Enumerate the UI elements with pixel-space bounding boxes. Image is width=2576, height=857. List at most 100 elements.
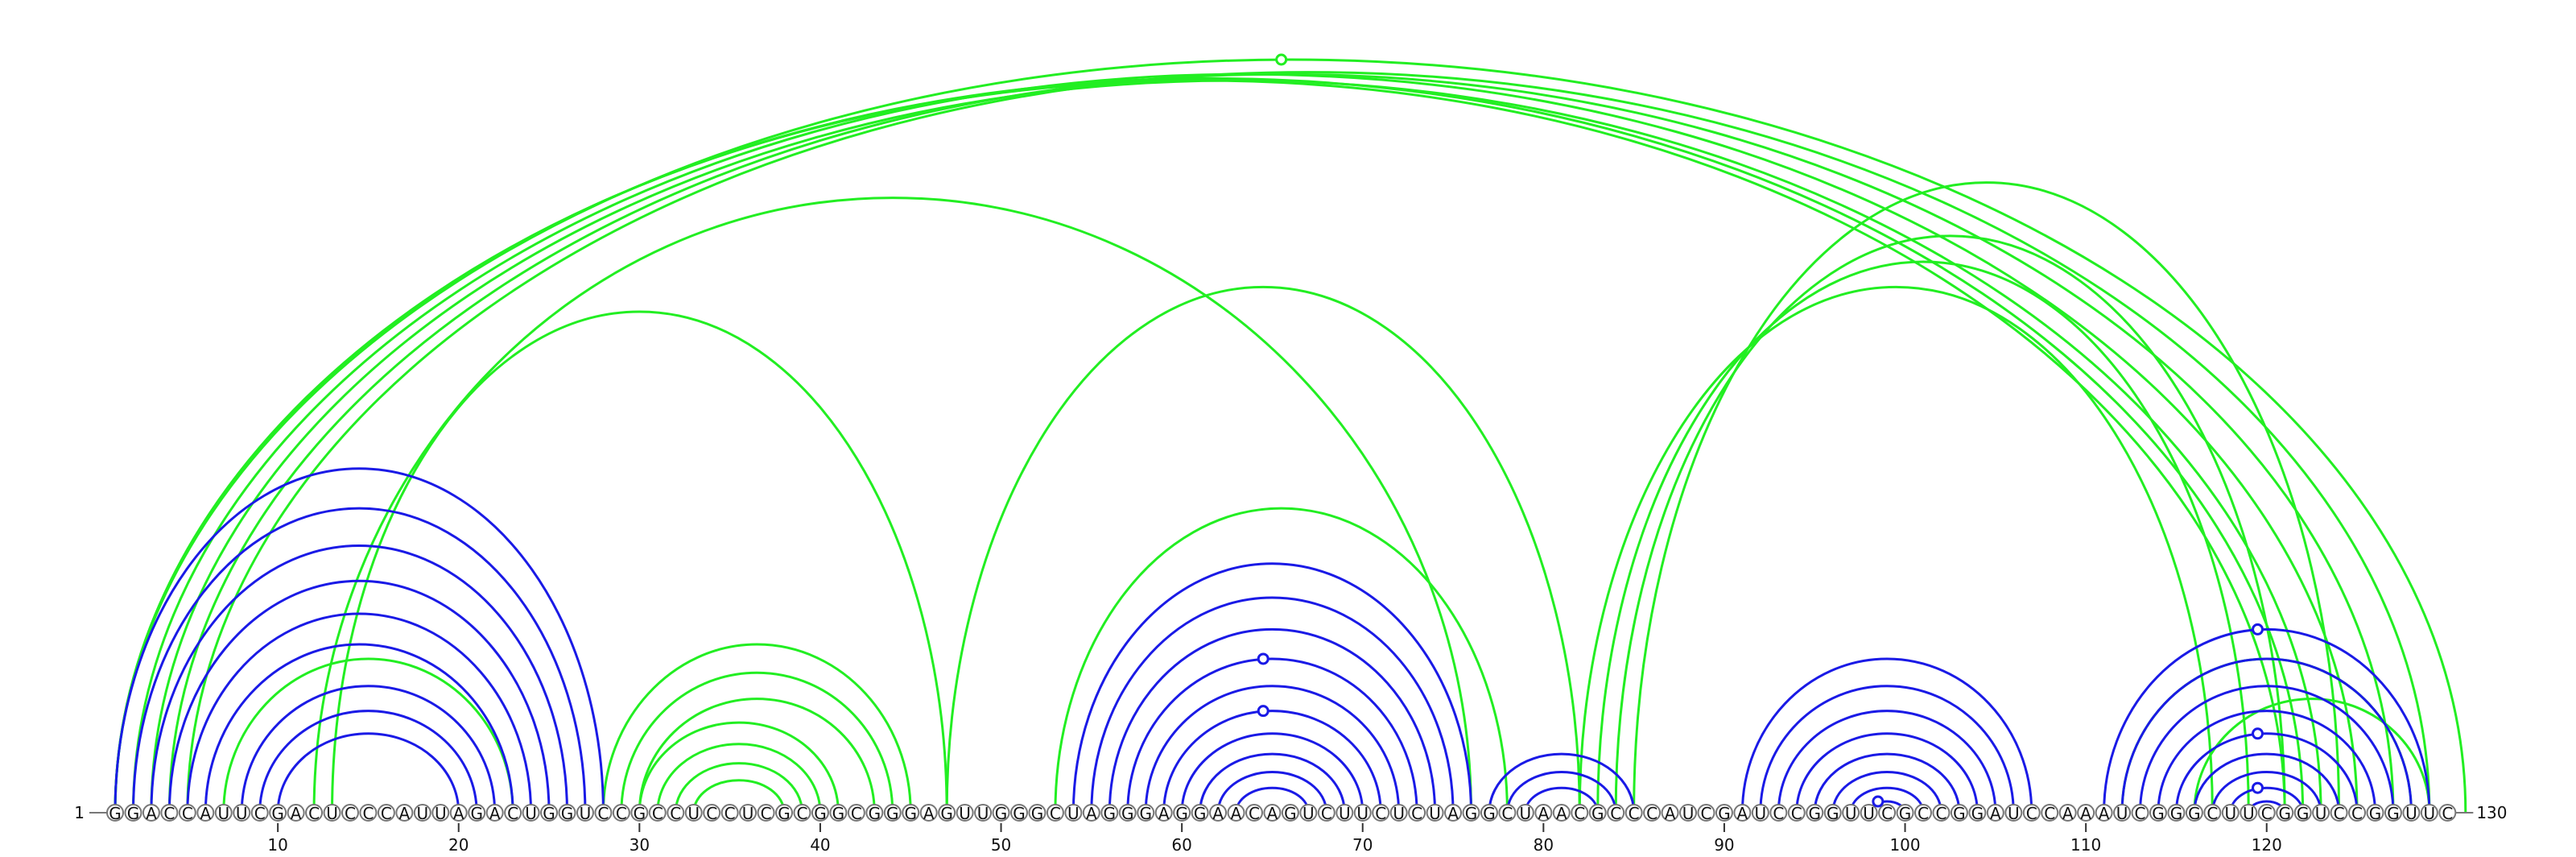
nucleotide-letter-123: U xyxy=(2315,804,2327,823)
green-arc-13-47 xyxy=(331,310,948,814)
nucleotide-circle-22 xyxy=(485,804,504,822)
nucleotide-letter-53: C xyxy=(1050,804,1061,823)
nucleotide-circle-117 xyxy=(2203,804,2222,822)
nucleotide-circle-66 xyxy=(1281,804,1299,822)
nucleotide-letter-103: G xyxy=(1953,804,1966,823)
blue-arc-marker-4 xyxy=(1872,795,1885,808)
tick-label-100: 100 xyxy=(1889,835,1920,855)
nucleotide-circle-120 xyxy=(2257,804,2276,822)
nucleotide-circle-105 xyxy=(1986,804,2004,822)
blue-arc-92-106 xyxy=(1759,685,2015,814)
nucleotide-circle-56 xyxy=(1100,804,1119,822)
nucleotide-circle-97 xyxy=(1842,804,1860,822)
green-arc-84-121 xyxy=(1614,234,2286,814)
nucleotide-letter-95: G xyxy=(1808,804,1821,823)
nucleotide-circle-20 xyxy=(449,804,468,822)
nucleotide-letter-108: C xyxy=(2044,804,2055,823)
nucleotide-circle-45 xyxy=(902,804,920,822)
blue-arc-54-76 xyxy=(1071,562,1472,814)
nucleotide-letter-115: G xyxy=(2170,804,2183,823)
nucleotide-circle-47 xyxy=(938,804,956,822)
blue-arc-63-67 xyxy=(1235,786,1310,814)
nucleotide-letter-12: C xyxy=(308,804,320,823)
nucleotide-letter-71: C xyxy=(1375,804,1386,823)
green-arc-1-131 xyxy=(114,58,2467,814)
nucleotide-circle-130 xyxy=(2438,804,2457,822)
green-arc-83-119 xyxy=(1596,260,2250,814)
nucleotide-letter-24: U xyxy=(525,804,537,823)
nucleotide-circle-124 xyxy=(2330,804,2348,822)
nucleotide-circle-29 xyxy=(612,804,630,822)
blue-arc-93-105 xyxy=(1777,710,1997,814)
base-pair-arcs xyxy=(114,58,2467,814)
nucleotide-letter-109: A xyxy=(2062,804,2074,823)
nucleotide-circle-32 xyxy=(667,804,685,822)
nucleotide-letter-89: C xyxy=(1700,804,1711,823)
nucleotide-letter-116: G xyxy=(2188,804,2201,823)
nucleotide-circle-69 xyxy=(1335,804,1354,822)
nucleotide-letter-118: U xyxy=(2224,804,2236,823)
green-arc-1-121 xyxy=(114,79,2286,814)
nucleotide-circle-13 xyxy=(323,804,341,822)
nucleotide-letter-57: G xyxy=(1121,804,1134,823)
nucleotide-letter-82: C xyxy=(1574,804,1585,823)
nucleotide-letter-122: G xyxy=(2297,804,2310,823)
nucleotide-circle-78 xyxy=(1498,804,1517,822)
nucleotide-circle-73 xyxy=(1408,804,1426,822)
nucleotide-letter-77: G xyxy=(1483,804,1496,823)
nucleotide-letter-70: U xyxy=(1356,804,1368,823)
nucleotide-circle-34 xyxy=(703,804,721,822)
nucleotide-circle-11 xyxy=(287,804,305,822)
nucleotide-letter-74: U xyxy=(1429,804,1441,823)
nucleotide-letter-87: A xyxy=(1665,804,1676,823)
nucleotide-circle-111 xyxy=(2095,804,2113,822)
nucleotide-letter-30: G xyxy=(634,804,646,823)
nucleotide-letter-126: G xyxy=(2369,804,2382,823)
nucleotide-letter-41: G xyxy=(832,804,845,823)
nucleotide-letter-9: C xyxy=(254,804,266,823)
tick-label-20: 20 xyxy=(448,835,469,855)
nucleotide-letter-13: U xyxy=(326,804,338,823)
nucleotide-letter-100: G xyxy=(1899,804,1912,823)
nucleotide-circle-42 xyxy=(847,804,865,822)
nucleotide-letter-58: G xyxy=(1139,804,1152,823)
green-arc-82-117 xyxy=(1578,285,2214,814)
nucleotide-circle-51 xyxy=(1010,804,1028,822)
green-arc-53-78 xyxy=(1054,507,1509,814)
nucleotide-letter-31: C xyxy=(652,804,663,823)
blue-arc-9-21 xyxy=(258,710,478,814)
blue-arc-59-71 xyxy=(1162,710,1382,814)
position-axis: 10 20 30 40 50 60 70 80 90 100 110 120 xyxy=(267,823,2282,855)
nucleotide-circle-50 xyxy=(992,804,1010,822)
nucleotide-letter-61: G xyxy=(1194,804,1207,823)
nucleotide-circle-115 xyxy=(2167,804,2186,822)
nucleotide-letter-40: G xyxy=(814,804,827,823)
nucleotide-circle-53 xyxy=(1046,804,1064,822)
nucleotide-circle-62 xyxy=(1209,804,1228,822)
nucleotide-circle-94 xyxy=(1787,804,1806,822)
nucleotide-circle-8 xyxy=(233,804,251,822)
nucleotide-letter-29: C xyxy=(616,804,627,823)
nucleotide-circle-25 xyxy=(540,804,559,822)
nucleotide-letter-37: C xyxy=(761,804,772,823)
nucleotide-circle-81 xyxy=(1552,804,1571,822)
nucleotide-circle-108 xyxy=(2041,804,2059,822)
nucleotide-circle-61 xyxy=(1191,804,1209,822)
nucleotide-circle-43 xyxy=(865,804,884,822)
nucleotide-circle-48 xyxy=(956,804,974,822)
blue-arc-118-122 xyxy=(2229,786,2305,814)
nucleotide-letter-38: G xyxy=(778,804,791,823)
nucleotide-circle-40 xyxy=(811,804,829,822)
nucleotide-letter-97: U xyxy=(1845,804,1857,823)
blue-arc-78-84 xyxy=(1505,771,1617,814)
nucleotide-letter-4: C xyxy=(163,804,175,823)
nucleotide-letter-7: U xyxy=(217,804,229,823)
nucleotide-letter-39: C xyxy=(796,804,807,823)
nucleotide-letter-2: G xyxy=(127,804,140,823)
nucleotide-circle-49 xyxy=(974,804,993,822)
blue-arc-6-23 xyxy=(204,643,514,814)
nucleotide-circle-18 xyxy=(413,804,431,822)
nucleotide-letter-59: A xyxy=(1158,804,1170,823)
tick-label-110: 110 xyxy=(2070,835,2101,855)
nucleotide-letter-73: C xyxy=(1411,804,1422,823)
